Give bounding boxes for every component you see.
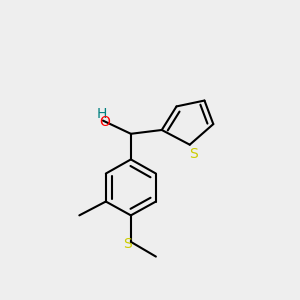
Text: S: S [189, 147, 198, 161]
Text: S: S [123, 237, 132, 251]
Text: O: O [99, 115, 110, 129]
Text: H: H [96, 107, 106, 121]
